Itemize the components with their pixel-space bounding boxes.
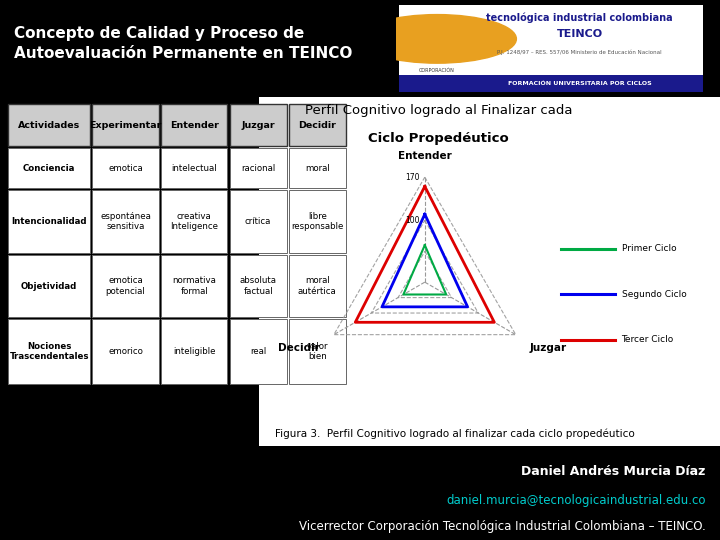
Bar (92, 255, 158, 318)
Segundo Ciclo (463, 303, 472, 310)
Bar (230, 148, 287, 188)
FancyBboxPatch shape (399, 5, 703, 92)
Bar (399, 75, 703, 92)
Text: TEINCO: TEINCO (557, 29, 603, 39)
Text: Ciclo Propedéutico: Ciclo Propedéutico (369, 132, 509, 145)
Line: Primer Ciclo: Primer Ciclo (403, 245, 446, 294)
Text: emotica: emotica (108, 164, 143, 173)
Tercer Ciclo (420, 183, 429, 190)
Text: Decidir: Decidir (298, 120, 336, 130)
Text: emotica
potencial: emotica potencial (106, 276, 145, 296)
Text: tecnológica industrial colombiana: tecnológica industrial colombiana (487, 12, 673, 23)
Bar (161, 148, 228, 188)
Tercer Ciclo (490, 319, 499, 326)
Text: creativa
Inteligence: creativa Inteligence (170, 212, 218, 231)
Text: Entender: Entender (398, 151, 451, 161)
Bar (259, 97, 720, 446)
Text: racional: racional (241, 164, 275, 173)
Text: Juzgar: Juzgar (241, 120, 275, 130)
Text: inteligible: inteligible (173, 347, 215, 356)
Text: Vicerrector Corporación Tecnológica Industrial Colombiana – TEINCO.: Vicerrector Corporación Tecnológica Indu… (299, 520, 706, 534)
Bar (9, 255, 90, 318)
Text: emorico: emorico (108, 347, 143, 356)
Bar (289, 255, 346, 318)
Text: Juzgar: Juzgar (529, 342, 567, 353)
Text: 170: 170 (405, 173, 420, 181)
Segundo Ciclo (420, 211, 429, 218)
Text: Actividades: Actividades (18, 120, 81, 130)
Bar (9, 148, 90, 188)
Text: Daniel Andrés Murcia Díaz: Daniel Andrés Murcia Díaz (521, 465, 706, 478)
Bar (289, 104, 346, 146)
Bar (92, 148, 158, 188)
Bar (9, 320, 90, 384)
Text: normativa
formal: normativa formal (172, 276, 216, 296)
Bar (161, 255, 228, 318)
Text: Figura 3.  Perfil Cognitivo logrado al finalizar cada ciclo propedéutico: Figura 3. Perfil Cognitivo logrado al fi… (276, 429, 635, 440)
Text: libre
responsable: libre responsable (291, 212, 343, 231)
Bar (161, 190, 228, 253)
Tercer Ciclo (351, 319, 359, 326)
Tercer Ciclo (420, 183, 429, 190)
Bar (161, 320, 228, 384)
Bar (92, 104, 158, 146)
Text: Segundo Ciclo: Segundo Ciclo (621, 290, 686, 299)
Text: valor
bien: valor bien (307, 342, 328, 361)
Bar (161, 104, 228, 146)
Text: Objetividad: Objetividad (21, 281, 77, 291)
Primer Ciclo (420, 242, 429, 248)
Text: Perfil Cognitivo logrado al Finalizar cada: Perfil Cognitivo logrado al Finalizar ca… (305, 104, 572, 117)
Segundo Ciclo (420, 211, 429, 218)
Text: moral: moral (305, 164, 330, 173)
Text: Conciencia: Conciencia (23, 164, 76, 173)
Bar (0, 97, 270, 446)
Text: Decidir: Decidir (279, 342, 320, 353)
Text: moral
autértica: moral autértica (298, 276, 337, 296)
Text: Entender: Entender (170, 120, 219, 130)
Segundo Ciclo (378, 303, 387, 310)
Text: FORMACIÓN UNIVERSITARIA POR CICLOS: FORMACIÓN UNIVERSITARIA POR CICLOS (508, 81, 652, 86)
Text: espontánea
sensitiva: espontánea sensitiva (100, 212, 151, 231)
Text: P.J. 1248/97 – RES. 557/06 Ministerio de Educación Nacional: P.J. 1248/97 – RES. 557/06 Ministerio de… (498, 50, 662, 55)
Bar (289, 320, 346, 384)
Bar (92, 190, 158, 253)
Line: Segundo Ciclo: Segundo Ciclo (382, 214, 467, 307)
Text: CORPORACIÓN: CORPORACIÓN (419, 69, 455, 73)
Text: daniel.murcia@tecnologicaindustrial.edu.co: daniel.murcia@tecnologicaindustrial.edu.… (446, 494, 706, 507)
Text: Experimentar: Experimentar (89, 120, 162, 130)
Bar (230, 104, 287, 146)
Circle shape (358, 15, 516, 63)
Primer Ciclo (442, 291, 451, 298)
Bar (92, 320, 158, 384)
Primer Ciclo (399, 291, 408, 298)
Text: Intencionalidad: Intencionalidad (12, 217, 87, 226)
Primer Ciclo (420, 242, 429, 248)
Text: crítica: crítica (245, 217, 271, 226)
Text: absoluta
factual: absoluta factual (240, 276, 276, 296)
Bar (230, 255, 287, 318)
Text: Concepto de Calidad y Proceso de
Autoevaluación Permanente en TEINCO: Concepto de Calidad y Proceso de Autoeva… (14, 26, 353, 61)
Bar (289, 148, 346, 188)
Text: 100: 100 (405, 216, 420, 225)
Bar (289, 190, 346, 253)
Bar (230, 320, 287, 384)
Text: intelectual: intelectual (171, 164, 217, 173)
Bar (9, 190, 90, 253)
Text: Nociones
Trascendentales: Nociones Trascendentales (9, 342, 89, 361)
Bar (9, 104, 90, 146)
Text: real: real (250, 347, 266, 356)
Line: Tercer Ciclo: Tercer Ciclo (355, 186, 495, 322)
Text: Tercer Ciclo: Tercer Ciclo (621, 335, 674, 344)
Bar (230, 190, 287, 253)
Text: Primer Ciclo: Primer Ciclo (621, 245, 676, 253)
